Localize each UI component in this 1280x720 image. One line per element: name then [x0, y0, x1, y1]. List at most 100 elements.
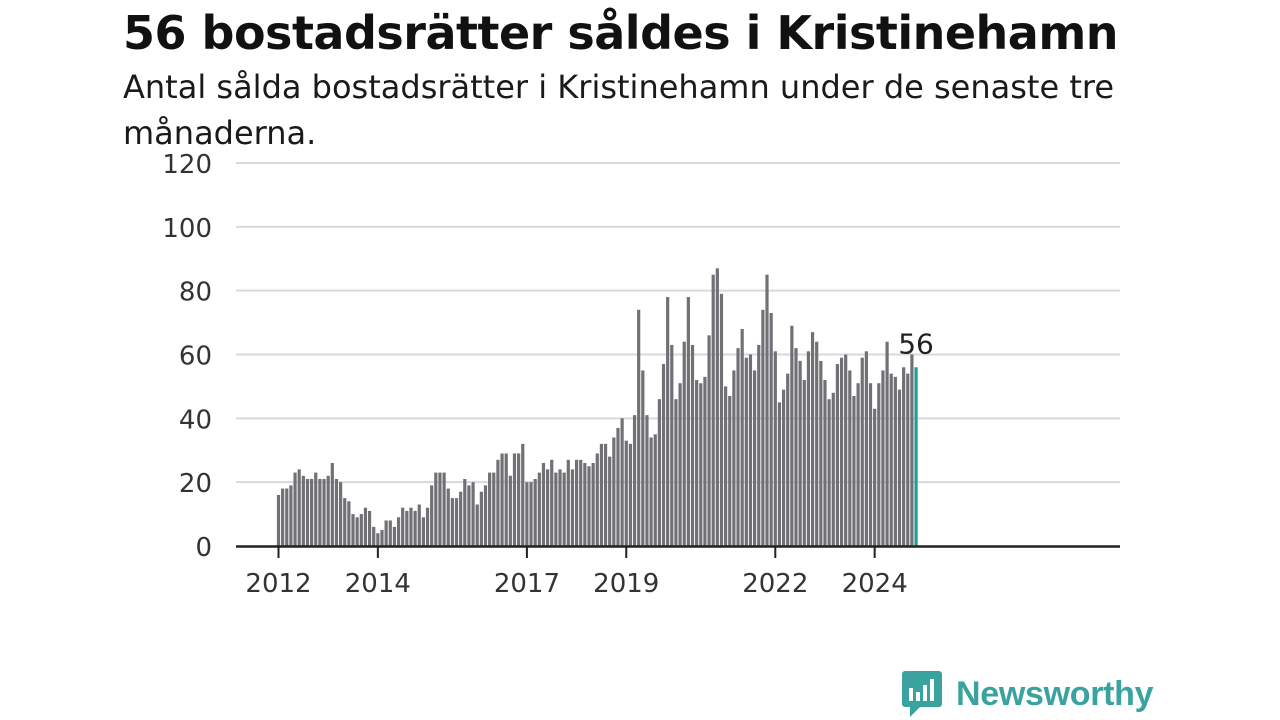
- bar: [512, 453, 517, 546]
- bar: [413, 510, 417, 546]
- bar: [479, 491, 483, 546]
- bar: [864, 351, 868, 546]
- bar: [574, 459, 579, 546]
- bar: [525, 482, 529, 546]
- bar: [566, 459, 570, 546]
- bar: [529, 482, 533, 546]
- bar: [873, 408, 877, 546]
- bar: [276, 494, 281, 546]
- bar: [707, 335, 711, 546]
- bar: [719, 293, 724, 546]
- bar: [893, 376, 897, 546]
- bar: [786, 373, 790, 546]
- bar: [728, 395, 732, 546]
- grid-lines: [236, 162, 1120, 484]
- bar: [910, 354, 914, 546]
- bar: [359, 514, 363, 546]
- bar: [715, 268, 719, 546]
- bar: [384, 520, 388, 546]
- bar: [844, 354, 848, 546]
- bar: [810, 332, 815, 546]
- bar: [425, 507, 430, 546]
- bar: [848, 370, 852, 546]
- bar: [724, 386, 728, 546]
- bar: [504, 453, 508, 546]
- bar: [343, 498, 347, 546]
- bar: [537, 472, 541, 546]
- bar: [595, 453, 599, 546]
- bar: [628, 443, 632, 546]
- bar: [902, 367, 906, 546]
- bar: [339, 482, 343, 546]
- bar: [533, 478, 537, 546]
- bar: [753, 370, 757, 546]
- data-label-last: 56: [898, 327, 934, 360]
- bar: [831, 392, 835, 546]
- bar: [641, 370, 645, 546]
- bar: [856, 383, 860, 546]
- bar: [699, 383, 703, 546]
- bar: [289, 485, 293, 546]
- bar: [773, 351, 777, 546]
- y-tick-label: 80: [179, 278, 212, 308]
- bar: [877, 383, 881, 546]
- bar: [396, 517, 401, 546]
- bar: [686, 297, 690, 546]
- bar: [839, 357, 844, 546]
- newsworthy-logo-icon: [902, 671, 942, 717]
- bar: [376, 533, 380, 546]
- bar: [492, 472, 496, 546]
- chart-title: 56 bostadsrätter såldes i Kristinehamn: [123, 6, 1119, 60]
- bar: [285, 488, 289, 546]
- bar: [703, 376, 707, 546]
- bar: [794, 348, 798, 546]
- chart-subtitle: Antal sålda bostadsrätter i Kristinehamn…: [123, 68, 1114, 152]
- bar: [885, 341, 889, 546]
- bar: [603, 443, 608, 546]
- bar: [819, 360, 823, 546]
- bar: [624, 440, 628, 546]
- bar: [326, 475, 330, 546]
- bar: [678, 383, 682, 546]
- bar: [852, 395, 856, 546]
- bar: [599, 443, 604, 546]
- bar: [318, 478, 322, 546]
- data-labels: 56: [898, 327, 934, 360]
- bar: [591, 463, 595, 546]
- bar: [454, 498, 459, 546]
- bar: [562, 472, 566, 546]
- bar: [777, 402, 782, 546]
- bar: [835, 364, 839, 546]
- bar: [657, 399, 661, 546]
- bar: [670, 344, 674, 546]
- bar: [612, 437, 616, 546]
- bar: [401, 507, 405, 546]
- bar: [438, 472, 442, 546]
- bar: [305, 478, 310, 546]
- bar: [367, 510, 372, 546]
- y-tick-label: 40: [179, 405, 212, 435]
- bar: [363, 507, 368, 546]
- y-tick-label: 120: [162, 150, 212, 180]
- bar: [372, 526, 376, 546]
- bar: [666, 297, 670, 546]
- bar: [430, 485, 434, 546]
- bar-series: [276, 268, 918, 546]
- bar: [517, 453, 521, 546]
- bar: [500, 453, 504, 546]
- bar: [757, 344, 761, 546]
- bar: [583, 463, 587, 546]
- x-tick-label: 2022: [742, 569, 808, 599]
- bar: [695, 380, 699, 546]
- bar: [351, 514, 355, 546]
- y-axis-ticks: 0 20 40 60 80 100 120: [162, 150, 212, 563]
- bar: [463, 478, 467, 546]
- bar: [508, 475, 512, 546]
- bar: [570, 469, 575, 546]
- bar: [889, 373, 893, 546]
- bar: [682, 341, 686, 546]
- bar: [798, 360, 802, 546]
- bar-highlight: [914, 367, 918, 546]
- bar: [806, 351, 811, 546]
